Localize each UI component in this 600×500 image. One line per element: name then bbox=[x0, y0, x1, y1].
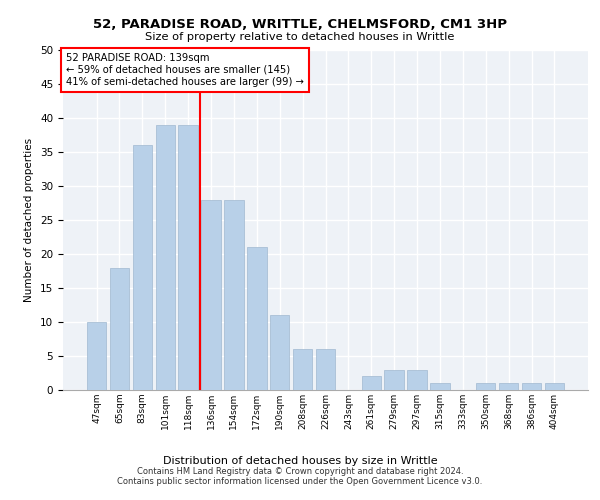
Text: Distribution of detached houses by size in Writtle: Distribution of detached houses by size … bbox=[163, 456, 437, 466]
Bar bbox=[224, 200, 244, 390]
Bar bbox=[87, 322, 106, 390]
Text: 52 PARADISE ROAD: 139sqm
← 59% of detached houses are smaller (145)
41% of semi-: 52 PARADISE ROAD: 139sqm ← 59% of detach… bbox=[65, 54, 304, 86]
Bar bbox=[202, 200, 221, 390]
Bar bbox=[133, 145, 152, 390]
Text: Size of property relative to detached houses in Writtle: Size of property relative to detached ho… bbox=[145, 32, 455, 42]
Bar bbox=[293, 349, 313, 390]
Bar bbox=[270, 315, 289, 390]
Bar bbox=[476, 383, 496, 390]
Text: 52, PARADISE ROAD, WRITTLE, CHELMSFORD, CM1 3HP: 52, PARADISE ROAD, WRITTLE, CHELMSFORD, … bbox=[93, 18, 507, 30]
Bar bbox=[247, 247, 266, 390]
Bar bbox=[178, 125, 198, 390]
Bar bbox=[362, 376, 381, 390]
Bar bbox=[430, 383, 449, 390]
Text: Contains public sector information licensed under the Open Government Licence v3: Contains public sector information licen… bbox=[118, 477, 482, 486]
Bar bbox=[155, 125, 175, 390]
Bar bbox=[499, 383, 518, 390]
Bar bbox=[110, 268, 129, 390]
Y-axis label: Number of detached properties: Number of detached properties bbox=[25, 138, 34, 302]
Bar bbox=[545, 383, 564, 390]
Text: Contains HM Land Registry data © Crown copyright and database right 2024.: Contains HM Land Registry data © Crown c… bbox=[137, 467, 463, 476]
Bar bbox=[522, 383, 541, 390]
Bar bbox=[407, 370, 427, 390]
Bar bbox=[385, 370, 404, 390]
Bar bbox=[316, 349, 335, 390]
